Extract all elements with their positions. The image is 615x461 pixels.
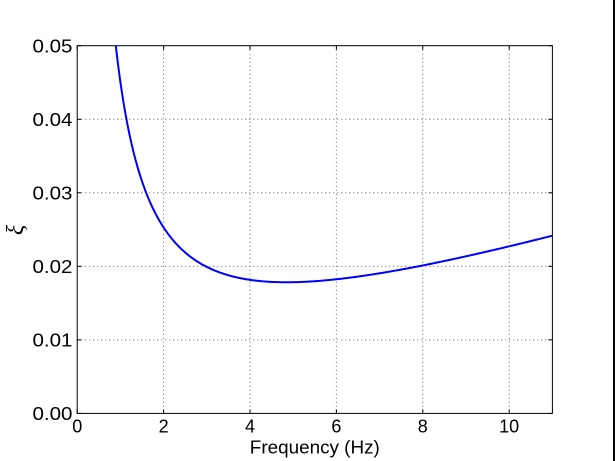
svg-text:0.05: 0.05 [33,36,73,56]
svg-text:ξ: ξ [3,224,29,235]
svg-text:Frequency (Hz): Frequency (Hz) [250,438,380,458]
svg-text:0: 0 [72,417,82,437]
svg-text:0.03: 0.03 [33,183,73,203]
svg-text:0.00: 0.00 [33,404,73,424]
svg-text:6: 6 [331,417,341,437]
svg-text:0.04: 0.04 [33,110,73,130]
svg-text:8: 8 [418,417,428,437]
svg-text:2: 2 [159,417,169,437]
svg-text:4: 4 [245,417,255,437]
svg-text:10: 10 [499,417,519,437]
svg-text:0.01: 0.01 [33,331,73,351]
svg-text:0.02: 0.02 [33,257,73,277]
